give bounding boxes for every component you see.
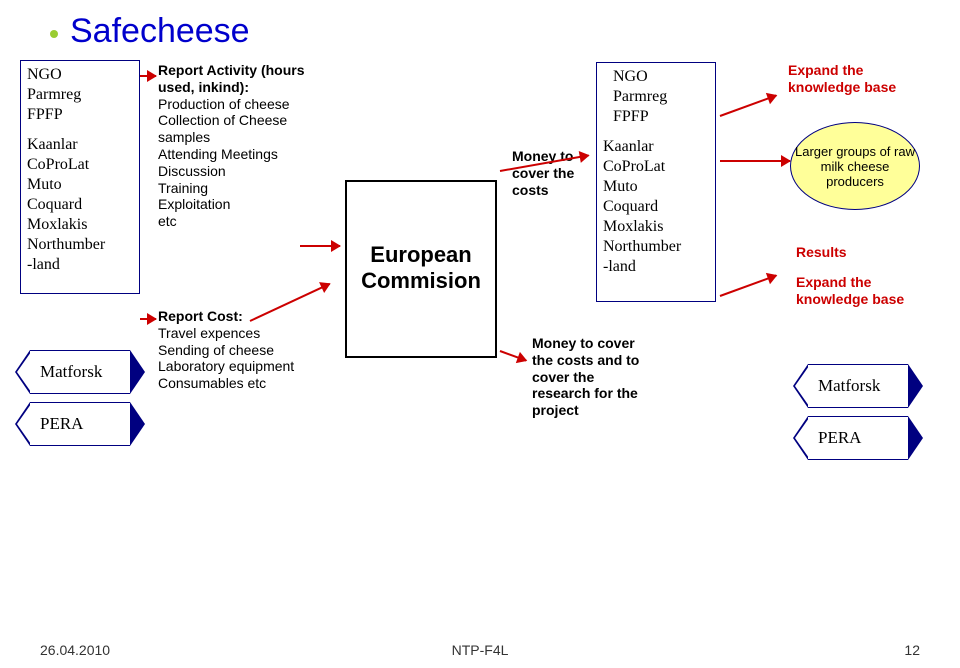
report-cost-line: Sending of cheese xyxy=(158,342,308,359)
report-cost-block: Report Cost: Travel expences Sending of … xyxy=(158,308,308,392)
left-box-line: Kaanlar xyxy=(27,135,133,155)
right-box-line: NGO xyxy=(603,67,709,87)
report-activity-line: etc xyxy=(158,213,308,230)
right-box-line: Kaanlar xyxy=(603,137,709,157)
left-box-line: NGO xyxy=(27,65,133,85)
right-box-line: Moxlakis xyxy=(603,217,709,237)
report-activity-line: Attending Meetings xyxy=(158,146,308,163)
left-participants-box: NGO Parmreg FPFP Kaanlar CoProLat Muto C… xyxy=(20,60,140,294)
left-box-line: Moxlakis xyxy=(27,215,133,235)
arrow-right-to-ellipse xyxy=(720,160,790,162)
slide-title: Safecheese xyxy=(70,12,250,51)
left-hex-pera: PERA xyxy=(30,402,130,446)
european-commission-box: European Commision xyxy=(345,180,497,358)
left-box-line: Coquard xyxy=(27,195,133,215)
right-hex-matforsk: Matforsk xyxy=(808,364,908,408)
report-activity-line: Discussion xyxy=(158,163,308,180)
title-bullet-icon xyxy=(50,30,58,38)
right-box-line: Muto xyxy=(603,177,709,197)
hex-label: PERA xyxy=(40,414,83,434)
footer-page: 12 xyxy=(904,642,920,658)
report-cost-line: Travel expences xyxy=(158,325,308,342)
right-box-line: FPFP xyxy=(603,107,709,127)
right-participants-box: NGO Parmreg FPFP Kaanlar CoProLat Muto C… xyxy=(596,62,716,302)
right-box-line: Parmreg xyxy=(603,87,709,107)
left-box-line: Muto xyxy=(27,175,133,195)
footer-date: 26.04.2010 xyxy=(40,642,110,658)
report-activity-line: Collection of Cheese samples xyxy=(158,112,308,146)
money-cover-text: Money to cover the costs xyxy=(512,148,582,198)
ellipse-text: Larger groups of raw milk cheese produce… xyxy=(795,144,915,189)
expand-knowledge-top: Expand the knowledge base xyxy=(788,62,898,96)
hex-label: Matforsk xyxy=(818,376,880,396)
right-box-line: CoProLat xyxy=(603,157,709,177)
report-activity-line: Training xyxy=(158,180,308,197)
report-cost-heading: Report Cost: xyxy=(158,308,308,325)
arrow-right-to-expand xyxy=(720,95,777,117)
report-activity-heading: Report Activity (hours used, inkind): xyxy=(158,62,308,96)
left-box-line: Northumber xyxy=(27,235,133,255)
left-box-line: FPFP xyxy=(27,105,133,125)
spacer xyxy=(603,127,709,137)
left-box-line: -land xyxy=(27,255,133,275)
report-cost-line: Laboratory equipment xyxy=(158,358,308,375)
expand-knowledge-bottom: Expand the knowledge base xyxy=(796,274,906,308)
arrow-activity-to-ec xyxy=(300,245,340,247)
footer-center: NTP-F4L xyxy=(452,642,509,658)
report-activity-line: Exploitation xyxy=(158,196,308,213)
hex-label: Matforsk xyxy=(40,362,102,382)
left-hex-matforsk: Matforsk xyxy=(30,350,130,394)
money-cover-research-text: Money to cover the costs and to cover th… xyxy=(532,335,652,419)
report-activity-line: Production of cheese xyxy=(158,96,308,113)
results-text: Results xyxy=(796,244,906,261)
right-box-line: Coquard xyxy=(603,197,709,217)
hex-label: PERA xyxy=(818,428,861,448)
report-activity-block: Report Activity (hours used, inkind): Pr… xyxy=(158,62,308,230)
right-box-line: -land xyxy=(603,257,709,277)
arrow-box-to-cost xyxy=(140,318,156,320)
arrow-ec-to-research xyxy=(500,350,527,361)
left-box-line: Parmreg xyxy=(27,85,133,105)
right-hex-pera: PERA xyxy=(808,416,908,460)
arrow-right-to-expand-bottom xyxy=(720,275,777,297)
producers-ellipse: Larger groups of raw milk cheese produce… xyxy=(790,122,920,210)
report-cost-line: Consumables etc xyxy=(158,375,308,392)
left-box-line: CoProLat xyxy=(27,155,133,175)
arrow-box-to-activity xyxy=(140,75,156,77)
right-box-line: Northumber xyxy=(603,237,709,257)
spacer xyxy=(27,125,133,135)
